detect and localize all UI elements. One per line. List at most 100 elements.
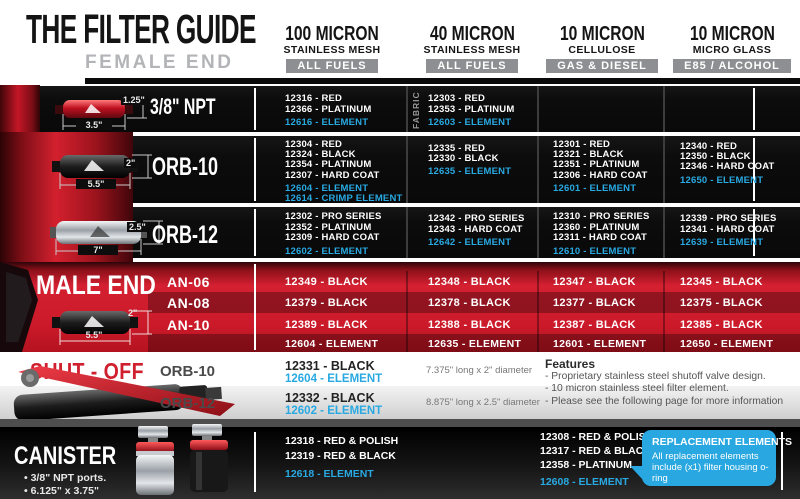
edge-tick xyxy=(753,138,755,201)
part-number: 12354 - PLATINUM xyxy=(285,159,372,171)
part-number: 12340 - RED xyxy=(680,141,738,152)
element-number: 12618 - ELEMENT xyxy=(285,468,374,480)
dim-height-label: 2" xyxy=(128,308,138,318)
cell-orb10-100micron: 12304 - RED 12324 - BLACK 12354 - PLATIN… xyxy=(285,139,403,204)
column-micron: 40 MICRON xyxy=(429,23,515,45)
part-number: 12303 - RED xyxy=(428,93,486,104)
canister-title-text: CANISTER xyxy=(14,442,117,470)
label-divider-tick xyxy=(254,88,256,130)
table-top-border xyxy=(85,78,800,84)
mini-filter-black-photo xyxy=(52,154,152,189)
mini-filter-chrome-photo xyxy=(50,220,163,255)
row-stripe-element xyxy=(148,334,800,352)
row-label-an08: AN-08 xyxy=(167,295,210,311)
male-end-title-text: MALE END xyxy=(36,270,156,300)
cell-an06-microglass: 12345 - BLACK xyxy=(680,276,763,288)
part-number: 12308 - RED & POLISH xyxy=(540,431,654,443)
column-header-100-micron: 100 MICRON STAINLESS MESH ALL FUELS xyxy=(262,24,402,74)
features-title: Features xyxy=(545,357,596,371)
element-number: 12635 - ELEMENT xyxy=(428,338,522,350)
mini-filter-black-photo xyxy=(52,310,152,345)
label-divider-tick xyxy=(254,209,256,256)
cell-npt-40micron: 12303 - RED 12353 - PLATINUM 12603 - ELE… xyxy=(428,93,514,129)
cell-an08-cellulose: 12377 - BLACK xyxy=(553,297,636,309)
canister-bullet: • 3/8" NPT ports. xyxy=(24,472,107,484)
row-stripe-an08 xyxy=(148,292,800,313)
column-media: STAINLESS MESH xyxy=(423,44,521,56)
part-number: 12360 - PLATINUM xyxy=(553,221,640,233)
cell-npt-100micron: 12316 - RED 12366 - PLATINUM 12616 - ELE… xyxy=(285,93,371,129)
canister-title: CANISTER xyxy=(14,442,142,471)
part-number: 12318 - RED & POLISH xyxy=(285,435,399,447)
cell-an08-microglass: 12375 - BLACK xyxy=(680,297,763,309)
column-header-10-micron-micro-glass: 10 MICRON MICRO GLASS E85 / ALCOHOL xyxy=(668,24,796,74)
element-number: 12639 - ELEMENT xyxy=(680,237,764,248)
cell-orb12-40micron: 12342 - PRO SERIES 12343 - HARD COAT 126… xyxy=(428,213,525,249)
cell-an06-100micron: 12349 - BLACK xyxy=(285,276,368,288)
cell-an08-40micron: 12378 - BLACK xyxy=(428,297,511,309)
cell-orb10-microglass: 12340 - RED 12350 - BLACK 12346 - HARD C… xyxy=(680,141,775,186)
column-divider xyxy=(663,86,665,132)
column-divider xyxy=(406,207,408,258)
male-end-title: MALE END xyxy=(36,270,177,301)
fuel-badge: E85 / ALCOHOL xyxy=(673,59,791,73)
column-divider xyxy=(663,271,665,352)
row-panel-npt xyxy=(40,86,800,132)
part-number: 12331 - BLACK xyxy=(285,359,375,373)
dim-length-label: 5.5" xyxy=(76,179,116,189)
cell-orb10-40micron: 12335 - RED 12330 - BLACK 12635 - ELEMEN… xyxy=(428,143,511,178)
row-panel-orb12 xyxy=(133,207,800,258)
part-number: 12317 - RED & BLACK xyxy=(540,445,651,457)
cell-orb10-cellulose: 12301 - RED 12321 - BLACK 12351 - PLATIN… xyxy=(553,139,648,194)
part-number: 12341 - HARD COAT xyxy=(680,223,775,235)
part-number: 12309 - HARD COAT xyxy=(285,232,380,243)
column-divider xyxy=(406,136,408,203)
part-number: 12352 - PLATINUM xyxy=(285,221,372,233)
cell-orb12-cellulose: 12310 - PRO SERIES 12360 - PLATINUM 1231… xyxy=(553,211,650,257)
dim-height-label: 2" xyxy=(124,158,138,168)
edge-tick xyxy=(753,209,755,256)
part-number: 12306 - HARD COAT xyxy=(553,169,648,181)
element-number: 12602 - ELEMENT xyxy=(285,405,383,417)
part-number: 12332 - BLACK xyxy=(285,391,375,405)
row-label-text: ORB-12 xyxy=(152,221,219,249)
part-number: 12335 - RED xyxy=(428,143,486,154)
edge-tick xyxy=(753,88,755,130)
row-panel-orb10 xyxy=(133,136,800,203)
label-divider-tick xyxy=(254,138,256,201)
size-note: 7.375" long x 2" diameter xyxy=(426,365,533,376)
cell-an10-40micron: 12388 - BLACK xyxy=(428,319,511,331)
element-number: 12601 - ELEMENT xyxy=(553,182,637,194)
part-number: 12358 - PLATINUM xyxy=(540,459,632,471)
fabric-note: FABRIC xyxy=(411,91,421,129)
column-media: MICRO GLASS xyxy=(692,44,772,56)
dim-length-label: 5.5" xyxy=(85,330,103,340)
cell-orb12-100micron: 12302 - PRO SERIES 12352 - PLATINUM 1230… xyxy=(285,211,382,257)
label-divider-tick xyxy=(254,264,256,350)
part-number: 12343 - HARD COAT xyxy=(428,223,523,235)
fuel-badge: ALL FUELS xyxy=(286,59,378,73)
column-micron: 10 MICRON xyxy=(559,23,645,45)
features-list: - Proprietary stainless steel shutoff va… xyxy=(545,371,783,408)
row-label-shutoff-orb10: ORB-10 xyxy=(160,363,216,380)
column-divider xyxy=(537,207,539,258)
column-divider xyxy=(406,271,408,352)
column-divider xyxy=(537,136,539,203)
cell-an08-100micron: 12379 - BLACK xyxy=(285,297,368,309)
part-number: 12330 - BLACK xyxy=(428,153,499,165)
callout-body: All replacement elements include (x1) fi… xyxy=(652,451,769,484)
part-number: 12310 - PRO SERIES xyxy=(553,211,650,222)
cell-canister-cellulose: 12308 - RED & POLISH 12317 - RED & BLACK… xyxy=(540,430,653,489)
canister-bullet: • 6.125" x 3.75" xyxy=(24,485,99,497)
part-number: 12316 - RED xyxy=(285,93,343,104)
element-number: 12616 - ELEMENT xyxy=(285,117,369,128)
canister-photos xyxy=(136,424,228,495)
fuel-badge: GAS & DIESEL xyxy=(546,59,658,73)
dim-length-label: 3.5" xyxy=(76,120,112,130)
section-divider-bar xyxy=(0,419,800,427)
element-number: 12602 - ELEMENT xyxy=(285,245,369,257)
section-subtitle-female-end: FEMALE END xyxy=(85,52,234,73)
element-number: 12603 - ELEMENT xyxy=(428,117,512,128)
part-number: 12324 - BLACK xyxy=(285,149,356,161)
